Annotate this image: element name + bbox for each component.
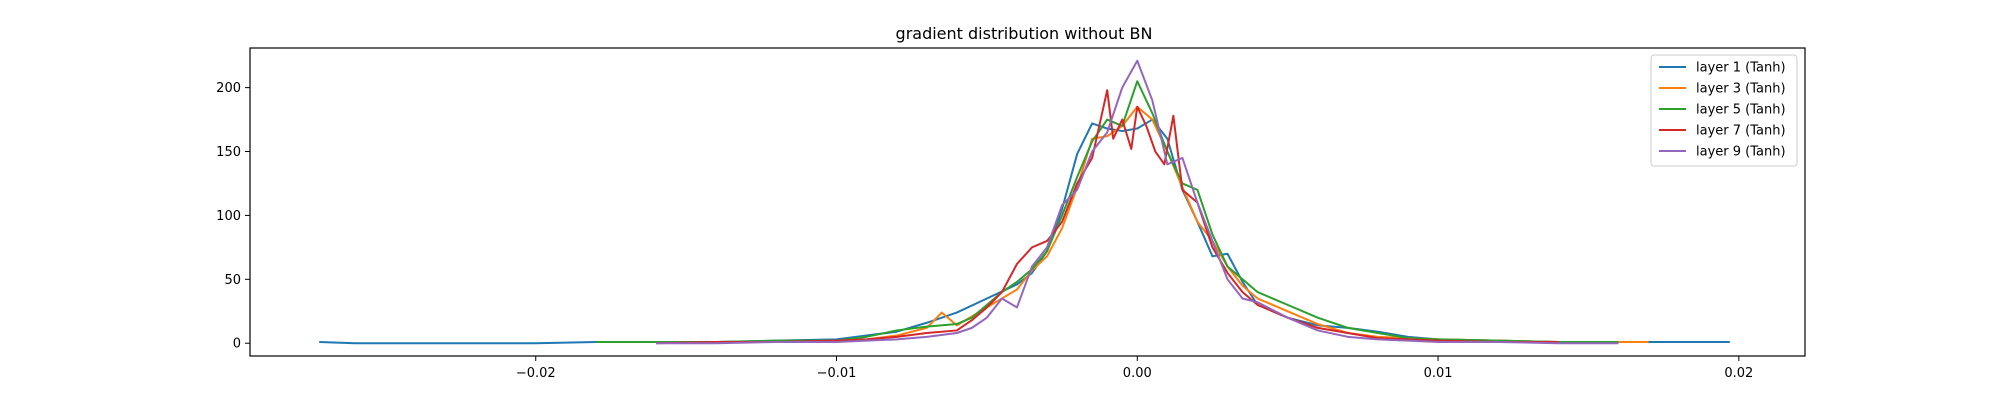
- legend-label: layer 9 (Tanh): [1696, 145, 1786, 160]
- legend: layer 1 (Tanh) layer 3 (Tanh) layer 5 (Tan…: [1650, 54, 1798, 167]
- legend-box: [1650, 54, 1798, 167]
- x-tick-label: −0.01: [817, 366, 857, 381]
- x-tick-label: −0.02: [516, 366, 556, 381]
- x-tick-label: 0.01: [1424, 366, 1453, 381]
- legend-label: layer 3 (Tanh): [1696, 82, 1786, 97]
- y-tick-label: 200: [216, 81, 241, 96]
- series-line-2: [595, 105, 1649, 343]
- axes-frame: [249, 47, 1806, 357]
- y-tick-label: 50: [224, 273, 241, 288]
- y-tick-label: 0: [233, 337, 241, 352]
- legend-label: layer 1 (Tanh): [1696, 61, 1786, 76]
- legend-label: layer 5 (Tanh): [1696, 103, 1786, 118]
- series-line-5: [656, 59, 1619, 345]
- chart-title: gradient distribution without BN: [896, 24, 1153, 43]
- x-tick-label: 0.00: [1123, 366, 1152, 381]
- plot-layer: [319, 59, 1730, 345]
- legend-label: layer 7 (Tanh): [1696, 124, 1786, 139]
- x-tick-label: 0.02: [1724, 366, 1753, 381]
- y-tick-label: 100: [216, 209, 241, 224]
- series-line-3: [595, 80, 1619, 343]
- series-line-4: [656, 89, 1559, 345]
- axes-layer: −0.02 −0.01 0.00 0.01 0.02 0 50 100 150 200: [216, 47, 1806, 381]
- y-tick-label: 150: [216, 145, 241, 160]
